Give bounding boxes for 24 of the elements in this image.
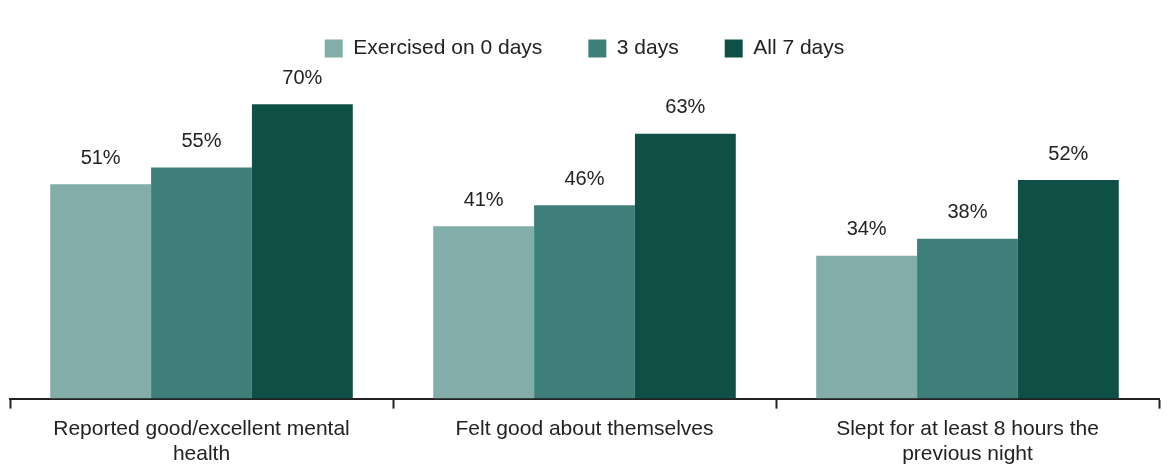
bar — [816, 255, 918, 399]
x-tick-label: Slept for at least 8 hours the previous night — [836, 416, 1099, 465]
data-label: 41% — [463, 187, 504, 210]
data-label: 52% — [1048, 141, 1089, 164]
data-label: 46% — [564, 166, 605, 189]
bar — [534, 205, 635, 399]
x-tick-label: Felt good about themselves — [455, 416, 714, 439]
data-label: 70% — [282, 65, 323, 88]
bar — [1017, 179, 1119, 399]
data-label: 55% — [181, 128, 222, 151]
bar — [151, 167, 252, 399]
legend-label: 3 days — [616, 35, 679, 59]
data-label: 38% — [947, 200, 988, 223]
bar — [251, 104, 353, 399]
legend-label: Exercised on 0 days — [353, 35, 543, 59]
x-tick-label: Reported good/excellent mental health — [53, 416, 350, 465]
data-label: 63% — [665, 95, 706, 118]
bar — [433, 226, 535, 399]
bar — [634, 133, 736, 399]
legend-label: All 7 days — [753, 35, 845, 59]
data-label: 51% — [80, 145, 121, 168]
data-label: 34% — [846, 217, 887, 240]
bar — [50, 184, 152, 399]
bar — [917, 238, 1018, 399]
